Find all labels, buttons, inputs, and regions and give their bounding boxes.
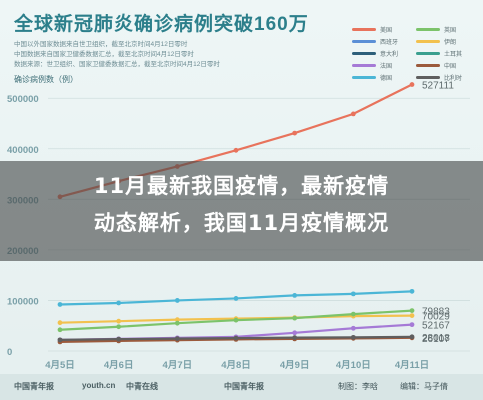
- credit-editor: 编辑：马子倩: [400, 382, 448, 391]
- data-point: [174, 298, 180, 303]
- legend-swatch: [352, 39, 376, 43]
- data-point: [233, 317, 239, 323]
- chart-title: 全球新冠肺炎确诊病例突破160万: [14, 14, 309, 35]
- x-tick-label: 4月11日: [395, 360, 429, 371]
- credit-designer: 制图：李晗: [338, 382, 378, 391]
- legend-label: 中国: [444, 63, 457, 70]
- x-tick-label: 4月8日: [221, 360, 251, 371]
- data-label: 28018: [422, 333, 450, 344]
- logo-weibo-cyd: 中国青年报: [224, 382, 264, 391]
- logo-cyol: 中青在线: [126, 382, 158, 391]
- source-note-3: 数据来源：世卫组织、国家卫健委数据汇总，截至北京时间4月12日零时: [14, 61, 220, 68]
- legend-item: 伊朗: [416, 36, 474, 46]
- legend-swatch: [352, 75, 376, 79]
- data-point: [409, 334, 415, 340]
- data-point: [174, 320, 180, 326]
- x-tick-label: 4月9日: [280, 360, 310, 371]
- data-point: [409, 308, 415, 314]
- data-point: [409, 322, 415, 328]
- source-note-1: 中国以外国家数据来自世卫组织，截至北京时间4月12日零时: [14, 41, 188, 48]
- legend-swatch: [416, 51, 440, 55]
- legend-label: 比利时: [444, 75, 463, 82]
- legend-item: 中国: [416, 60, 474, 70]
- data-point: [350, 291, 356, 297]
- data-point: [57, 320, 63, 326]
- legend-item: 西班牙: [352, 36, 410, 46]
- data-point: [292, 315, 298, 321]
- data-point: [116, 318, 122, 324]
- data-point: [233, 335, 239, 341]
- legend-swatch: [352, 27, 376, 31]
- x-tick-label: 4月10日: [336, 360, 371, 371]
- data-point: [409, 82, 415, 87]
- footer-bar: 中国青年报 youth.cn 中青在线 中国青年报 制图：李晗 编辑：马子倩: [0, 374, 483, 400]
- legend-label: 法国: [380, 63, 393, 70]
- legend-swatch: [352, 51, 376, 55]
- data-point: [233, 296, 239, 301]
- data-point: [350, 311, 356, 317]
- y-tick-label: 100000: [7, 296, 39, 307]
- legend-label: 意大利: [380, 51, 399, 58]
- legend-label: 西班牙: [380, 39, 399, 46]
- data-point: [57, 337, 63, 343]
- logo-youth: youth.cn: [82, 381, 116, 390]
- legend-item: 法国: [352, 60, 410, 70]
- legend-label: 伊朗: [444, 39, 457, 46]
- legend-item: 英国: [416, 24, 474, 34]
- data-point: [116, 336, 122, 342]
- legend-swatch: [416, 27, 440, 31]
- data-point: [57, 302, 63, 307]
- data-label: 70029: [422, 312, 450, 323]
- data-point: [292, 335, 298, 341]
- data-point: [350, 334, 356, 340]
- legend-label: 土耳其: [444, 51, 463, 58]
- y-tick-label: 0: [7, 347, 12, 358]
- source-note-2: 中国数据来自国家卫健委数据汇总，截至北京时间4月12日零时: [14, 51, 194, 58]
- data-point: [174, 336, 180, 342]
- legend-swatch: [416, 75, 440, 79]
- data-point: [292, 330, 298, 336]
- x-tick-label: 4月5日: [45, 360, 75, 371]
- headline-line-1: 11月最新我国疫情，最新疫情: [93, 174, 390, 198]
- data-label: 26107: [422, 334, 450, 345]
- data-label: 52167: [422, 321, 450, 332]
- data-point: [292, 130, 298, 136]
- headline-line-2: 动态解析，我国11月疫情概况: [93, 211, 390, 235]
- data-point: [350, 111, 356, 117]
- data-point: [174, 317, 180, 323]
- logo-cyd: 中国青年报: [14, 382, 54, 391]
- data-point: [57, 327, 63, 333]
- legend-label: 英国: [444, 27, 457, 34]
- legend-label: 美国: [380, 27, 393, 34]
- data-point: [292, 292, 298, 298]
- legend-item: 比利时: [416, 72, 474, 82]
- y-tick-label: 500000: [7, 94, 39, 105]
- headline-overlay: 11月最新我国疫情，最新疫情 动态解析，我国11月疫情概况: [0, 161, 483, 261]
- x-tick-label: 4月6日: [104, 360, 134, 371]
- data-point: [116, 324, 122, 330]
- legend-swatch: [352, 63, 376, 67]
- data-point: [350, 325, 356, 331]
- x-tick-label: 4月7日: [163, 360, 193, 371]
- chart-legend: 美国 英国西班牙 伊朗意大利 土耳其法国 中国德国 比利时: [352, 24, 474, 82]
- legend-item: 意大利: [352, 48, 410, 58]
- y-tick-label: 400000: [7, 145, 39, 156]
- legend-label: 德国: [380, 75, 393, 82]
- data-point: [409, 288, 415, 294]
- legend-item: 德国: [352, 72, 410, 82]
- legend-item: 土耳其: [416, 48, 474, 58]
- data-point: [409, 313, 415, 318]
- data-label: 527111: [422, 81, 454, 92]
- legend-swatch: [416, 39, 440, 43]
- data-label: 79883: [422, 307, 450, 318]
- y-axis-unit-label: 确诊病例数（例）: [14, 75, 78, 84]
- legend-swatch: [416, 63, 440, 67]
- data-point: [233, 147, 239, 153]
- data-point: [116, 300, 122, 306]
- legend-item: 美国: [352, 24, 410, 34]
